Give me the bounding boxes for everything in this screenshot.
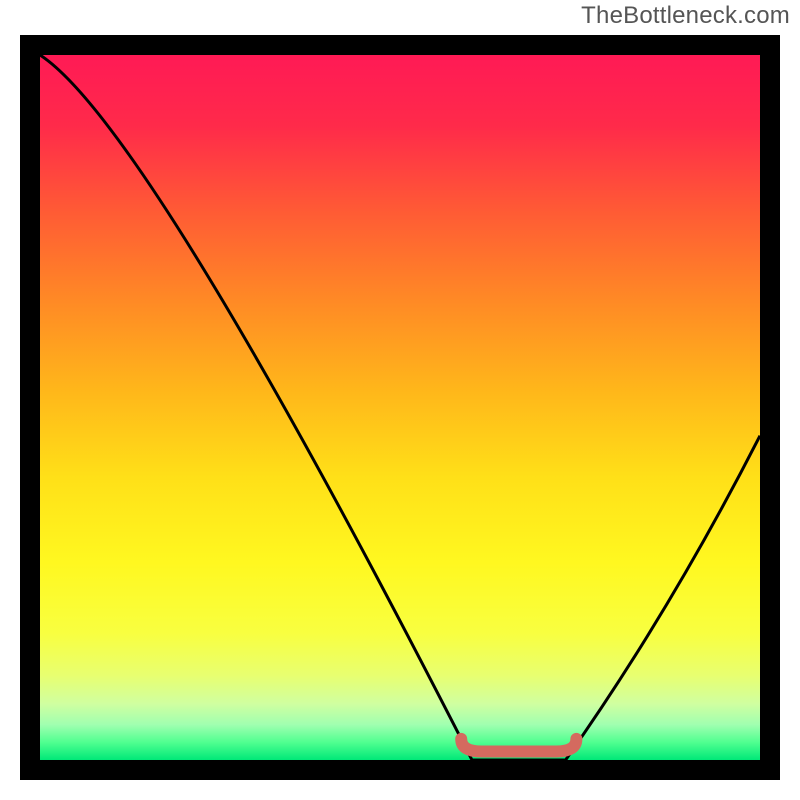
plot-border xyxy=(20,35,40,780)
gradient-background xyxy=(40,55,760,760)
chart-container: TheBottleneck.com xyxy=(0,0,800,800)
plot-border xyxy=(20,760,780,780)
plot-border xyxy=(20,35,780,55)
plot-border xyxy=(760,35,780,780)
watermark-text: TheBottleneck.com xyxy=(581,2,790,30)
bottleneck-chart xyxy=(0,0,800,800)
